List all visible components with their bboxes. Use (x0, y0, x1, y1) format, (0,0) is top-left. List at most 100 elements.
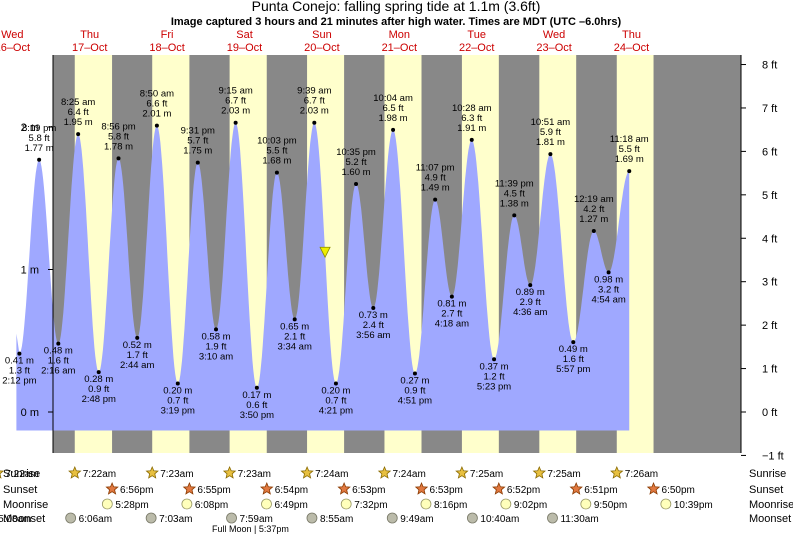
low-tide-dot (17, 351, 22, 356)
low-tide-dot (571, 340, 576, 345)
low-tide-label: 4:51 pm (398, 396, 432, 407)
sunrise-icon (0, 470, 5, 479)
left-tick-label: 1 m (21, 265, 39, 277)
high-tide-label: 2.03 m (221, 106, 250, 117)
day-of-week-label: Tue (467, 29, 486, 41)
high-tide-label: 1.98 m (379, 113, 408, 124)
low-tide-label: 3:19 pm (161, 406, 195, 417)
low-tide-label: 0.65 m (280, 321, 309, 332)
low-tide-dot (56, 341, 61, 346)
sunset-icon (337, 481, 351, 495)
low-tide-label: 3:50 pm (240, 410, 274, 421)
high-tide-dot (195, 160, 200, 165)
high-tide-dot (76, 132, 81, 137)
high-tide-label: 11:39 pm (495, 178, 534, 189)
low-tide-label: 2:16 am (41, 366, 75, 377)
high-tide-label: 5.8 ft (108, 131, 129, 142)
high-tide-label: 4.9 ft (425, 173, 446, 184)
high-tide-label: 8:56 pm (101, 121, 135, 132)
high-tide-label: 1.81 m (536, 137, 565, 148)
day-labels: Wed16–OctThu17–OctFri18–OctSat19–OctSun2… (0, 29, 649, 54)
high-tide-label: 8:25 am (61, 97, 95, 108)
sunset-icon (414, 481, 429, 495)
sunset-icon (105, 481, 119, 495)
high-tide-label: 1.38 m (500, 198, 529, 209)
high-tide-label: 10:28 am (452, 103, 492, 114)
high-tide-label: 2.01 m (142, 109, 171, 120)
high-tide-label: 8:19 pm (22, 123, 56, 134)
tide-extreme-markers: 0.41 m1.3 ft2:12 pm8:19 pm5.8 ft1.77 m0.… (2, 86, 649, 421)
high-tide-label: 10:35 pm (336, 147, 376, 158)
low-tide-dot (96, 370, 101, 375)
low-tide-dot (412, 371, 417, 376)
chart-title: Punta Conejo: falling spring tide at 1.1… (252, 0, 541, 14)
high-tide-dot (354, 182, 359, 186)
low-tide-label: 5:57 pm (556, 364, 590, 375)
low-tide-dot (492, 357, 497, 362)
high-tide-label: 1.95 m (64, 117, 93, 128)
moonset-row-label-right: Moonset (749, 513, 791, 525)
high-tide-label: 1.27 m (579, 214, 608, 225)
low-tide-label: 0.98 m (594, 274, 623, 285)
moonrise-row-label-right: Moonrise (749, 499, 793, 511)
day-of-week-label: Thu (80, 29, 99, 41)
low-tide-dot (292, 317, 297, 322)
moonset-time: 8:55am (320, 514, 353, 525)
moonset-time: 5:08am (0, 514, 32, 525)
date-label: 16–Oct (0, 42, 30, 54)
sunset-row-label-left: Sunset (3, 484, 37, 496)
day-of-week-label: Sat (236, 29, 253, 41)
low-tide-label: 3:34 am (278, 341, 312, 352)
moonrise-time: 5:28pm (115, 500, 148, 511)
date-label: 20–Oct (304, 42, 339, 54)
sunset-icon (492, 481, 506, 495)
high-tide-dot (591, 229, 596, 234)
sunrise-row-label-left: Sunrise (3, 468, 40, 480)
high-tide-label: 11:18 am (610, 134, 649, 145)
low-tide-label: 1.3 ft (9, 366, 30, 377)
sunrise-time: 7:24am (392, 469, 425, 480)
right-tick-label: 0 ft (762, 407, 777, 419)
date-label: 23–Oct (536, 42, 571, 54)
date-label: 22–Oct (459, 42, 494, 54)
moonset-icon (226, 512, 237, 524)
low-tide-label: 0.49 m (559, 344, 588, 355)
low-tide-dot (214, 327, 219, 332)
high-tide-label: 1.69 m (615, 154, 644, 165)
high-tide-label: 6.7 ft (304, 96, 325, 107)
date-label: 24–Oct (614, 42, 649, 54)
sunset-icon (569, 481, 583, 495)
high-tide-dot (433, 197, 438, 202)
low-tide-label: 5:23 pm (477, 381, 511, 392)
moonrise-time: 9:02pm (514, 500, 547, 511)
high-tide-label: 5.9 ft (540, 127, 561, 138)
high-tide-dot (548, 152, 553, 157)
low-tide-label: 0.7 ft (167, 396, 188, 407)
left-tick-label: 0 m (21, 407, 39, 419)
current-tide-marker (319, 246, 331, 259)
tide-area (16, 122, 630, 431)
moonrise-time: 7:32pm (354, 500, 387, 511)
chart-subtitle: Image captured 3 hours and 21 minutes af… (171, 16, 622, 28)
sunrise-time: 7:25am (470, 469, 503, 480)
high-tide-dot (627, 169, 632, 174)
moonrise-icon (420, 498, 432, 510)
moonrise-time: 9:50pm (594, 500, 627, 511)
low-tide-dot (449, 294, 454, 299)
high-tide-dot (391, 127, 396, 132)
sunrise-time: 7:24am (315, 469, 348, 480)
moonset-icon (65, 512, 77, 524)
moonset-time: 6:06am (79, 514, 112, 525)
high-tide-label: 1.75 m (183, 146, 212, 157)
sunrise-time: 7:23am (160, 469, 193, 480)
right-tick-label: 6 ft (762, 146, 777, 158)
low-tide-label: 1.6 ft (48, 356, 69, 367)
high-tide-label: 6.7 ft (225, 96, 246, 107)
low-tide-label: 3.2 ft (598, 284, 619, 295)
low-tide-label: 3:10 am (199, 351, 233, 362)
right-tick-label: 3 ft (762, 277, 777, 289)
low-tide-label: 2.4 ft (363, 320, 384, 331)
